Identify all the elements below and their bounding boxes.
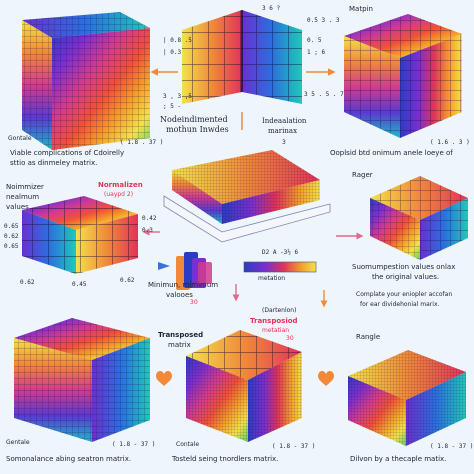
slab-bottom-right: [348, 350, 466, 446]
document-stack-icon: [176, 252, 212, 290]
range-right-small: ( 1.6 . 3 ): [430, 139, 470, 146]
left-description-line1: Viable complications of Cdoirelly: [10, 149, 125, 157]
matrix-top-labels: 3 6 ?: [262, 5, 281, 12]
normalizen-red-sublabel: (uaypd 2): [104, 191, 134, 198]
cube-middle-left: [22, 196, 138, 274]
minimum-label: Minimun, mimimum: [148, 281, 219, 289]
bottom-right-caption: Dilvon by a thecaple matix.: [350, 455, 447, 463]
nondimension-title: Nodeindimented: [160, 115, 228, 124]
center-numbers-c: 3 , 3 ,5: [163, 93, 192, 100]
right-numbers-d: 3 5 . 5 . 7: [304, 91, 344, 98]
transposed-small-label: (Dartenlon): [262, 307, 297, 314]
heart-icon: [156, 371, 172, 386]
complete-line2: for ear dividehonial marix.: [360, 301, 440, 308]
gradient-legend-bar: [243, 261, 317, 273]
cube-bottom-left: [14, 318, 150, 442]
cube-middle-right: [370, 176, 468, 260]
left-value-a: 0.65: [4, 223, 19, 230]
gradient-caption: metation: [258, 275, 286, 282]
bottom-center-caption: Tosteld seing tnordlers matrix.: [172, 455, 279, 463]
bottom-value-left: 0.62: [20, 279, 35, 286]
center-numbers-b: | 0.3: [163, 49, 182, 56]
right-description: Ooplsid btd onimum anele loeye of: [330, 149, 453, 157]
cube-bottom-center: [186, 330, 302, 442]
bottom-left-corner: Gentale: [6, 439, 30, 446]
small-red-number: 30: [190, 299, 198, 306]
ranger-label: Rager: [352, 171, 373, 179]
normalizer-label-1: Noimmizer: [6, 183, 44, 191]
left-corner-label: Gontale: [8, 135, 32, 142]
summary-line2: the original values.: [372, 273, 440, 281]
transposed-matrix-sublabel: matrix: [168, 341, 191, 349]
bottom-value-mid: 0.45: [72, 281, 87, 288]
left-value-d: 0.42: [142, 215, 157, 222]
heart-icon: [318, 371, 334, 386]
range-left-small: ( 1.8 . 37 ): [120, 139, 164, 146]
bottom-left-caption: Somonalance abing seatron matrix.: [6, 455, 132, 463]
small-red-number-b: 30: [286, 335, 294, 342]
right-numbers-a: 0.5 3 . 3: [307, 17, 340, 24]
bottom-right-range: ( 1.8 - 37 ): [430, 443, 474, 450]
indexation-title: Indeaalation: [262, 117, 307, 125]
right-numbers-c: 1 ; 6: [307, 49, 326, 56]
left-value-e: 0.3: [142, 227, 153, 234]
left-value-c: 0.65: [4, 243, 19, 250]
bottom-center-corner: Contale: [176, 441, 200, 448]
transposed-red-sublabel: metatian: [262, 327, 290, 334]
transposed-red-label: Transposiod: [250, 317, 298, 325]
left-value-b: 0.62: [4, 233, 19, 240]
normalizer-label-2: nealmum: [6, 193, 40, 201]
bottom-left-range: ( 1.8 - 37 ): [112, 441, 156, 448]
center-numbers-d: ; 5 -: [163, 103, 182, 110]
right-numbers-b: 0. 5: [307, 37, 322, 44]
minimum-sublabel: valooes: [166, 291, 193, 299]
normalizen-red-label: Normalizen: [98, 181, 143, 189]
mapping-label: Matpin: [349, 5, 373, 13]
nondimension-subtitle: mothun Inwdes: [166, 125, 229, 134]
left-description-line2: sttio as dinmeley matrix.: [10, 159, 98, 167]
transposed-matrix-label: Transposed: [158, 331, 204, 339]
cube-top-left: [22, 12, 150, 150]
matrix-book-top-center: [182, 10, 302, 104]
center-slab-matrix: [163, 150, 331, 243]
normalizer-label-3: values: [6, 203, 29, 211]
bottom-value-right: 0.62: [120, 277, 135, 284]
bottom-center-range: ( 1.8 - 37 ): [272, 443, 316, 450]
indexation-number: 3: [282, 139, 286, 146]
center-numbers-a: | 0.8 .5: [163, 37, 192, 44]
cube-top-right: [344, 14, 462, 138]
indexation-subtitle: marinax: [268, 127, 298, 135]
range-label: Rangle: [356, 333, 381, 341]
complete-line1: Complate your eniopler accofan: [356, 291, 453, 298]
chevron-icon: [158, 262, 170, 270]
gradient-numbers: D2 A -3½ 6: [262, 249, 299, 256]
summary-line1: Suomumpestion values onlax: [352, 263, 456, 271]
